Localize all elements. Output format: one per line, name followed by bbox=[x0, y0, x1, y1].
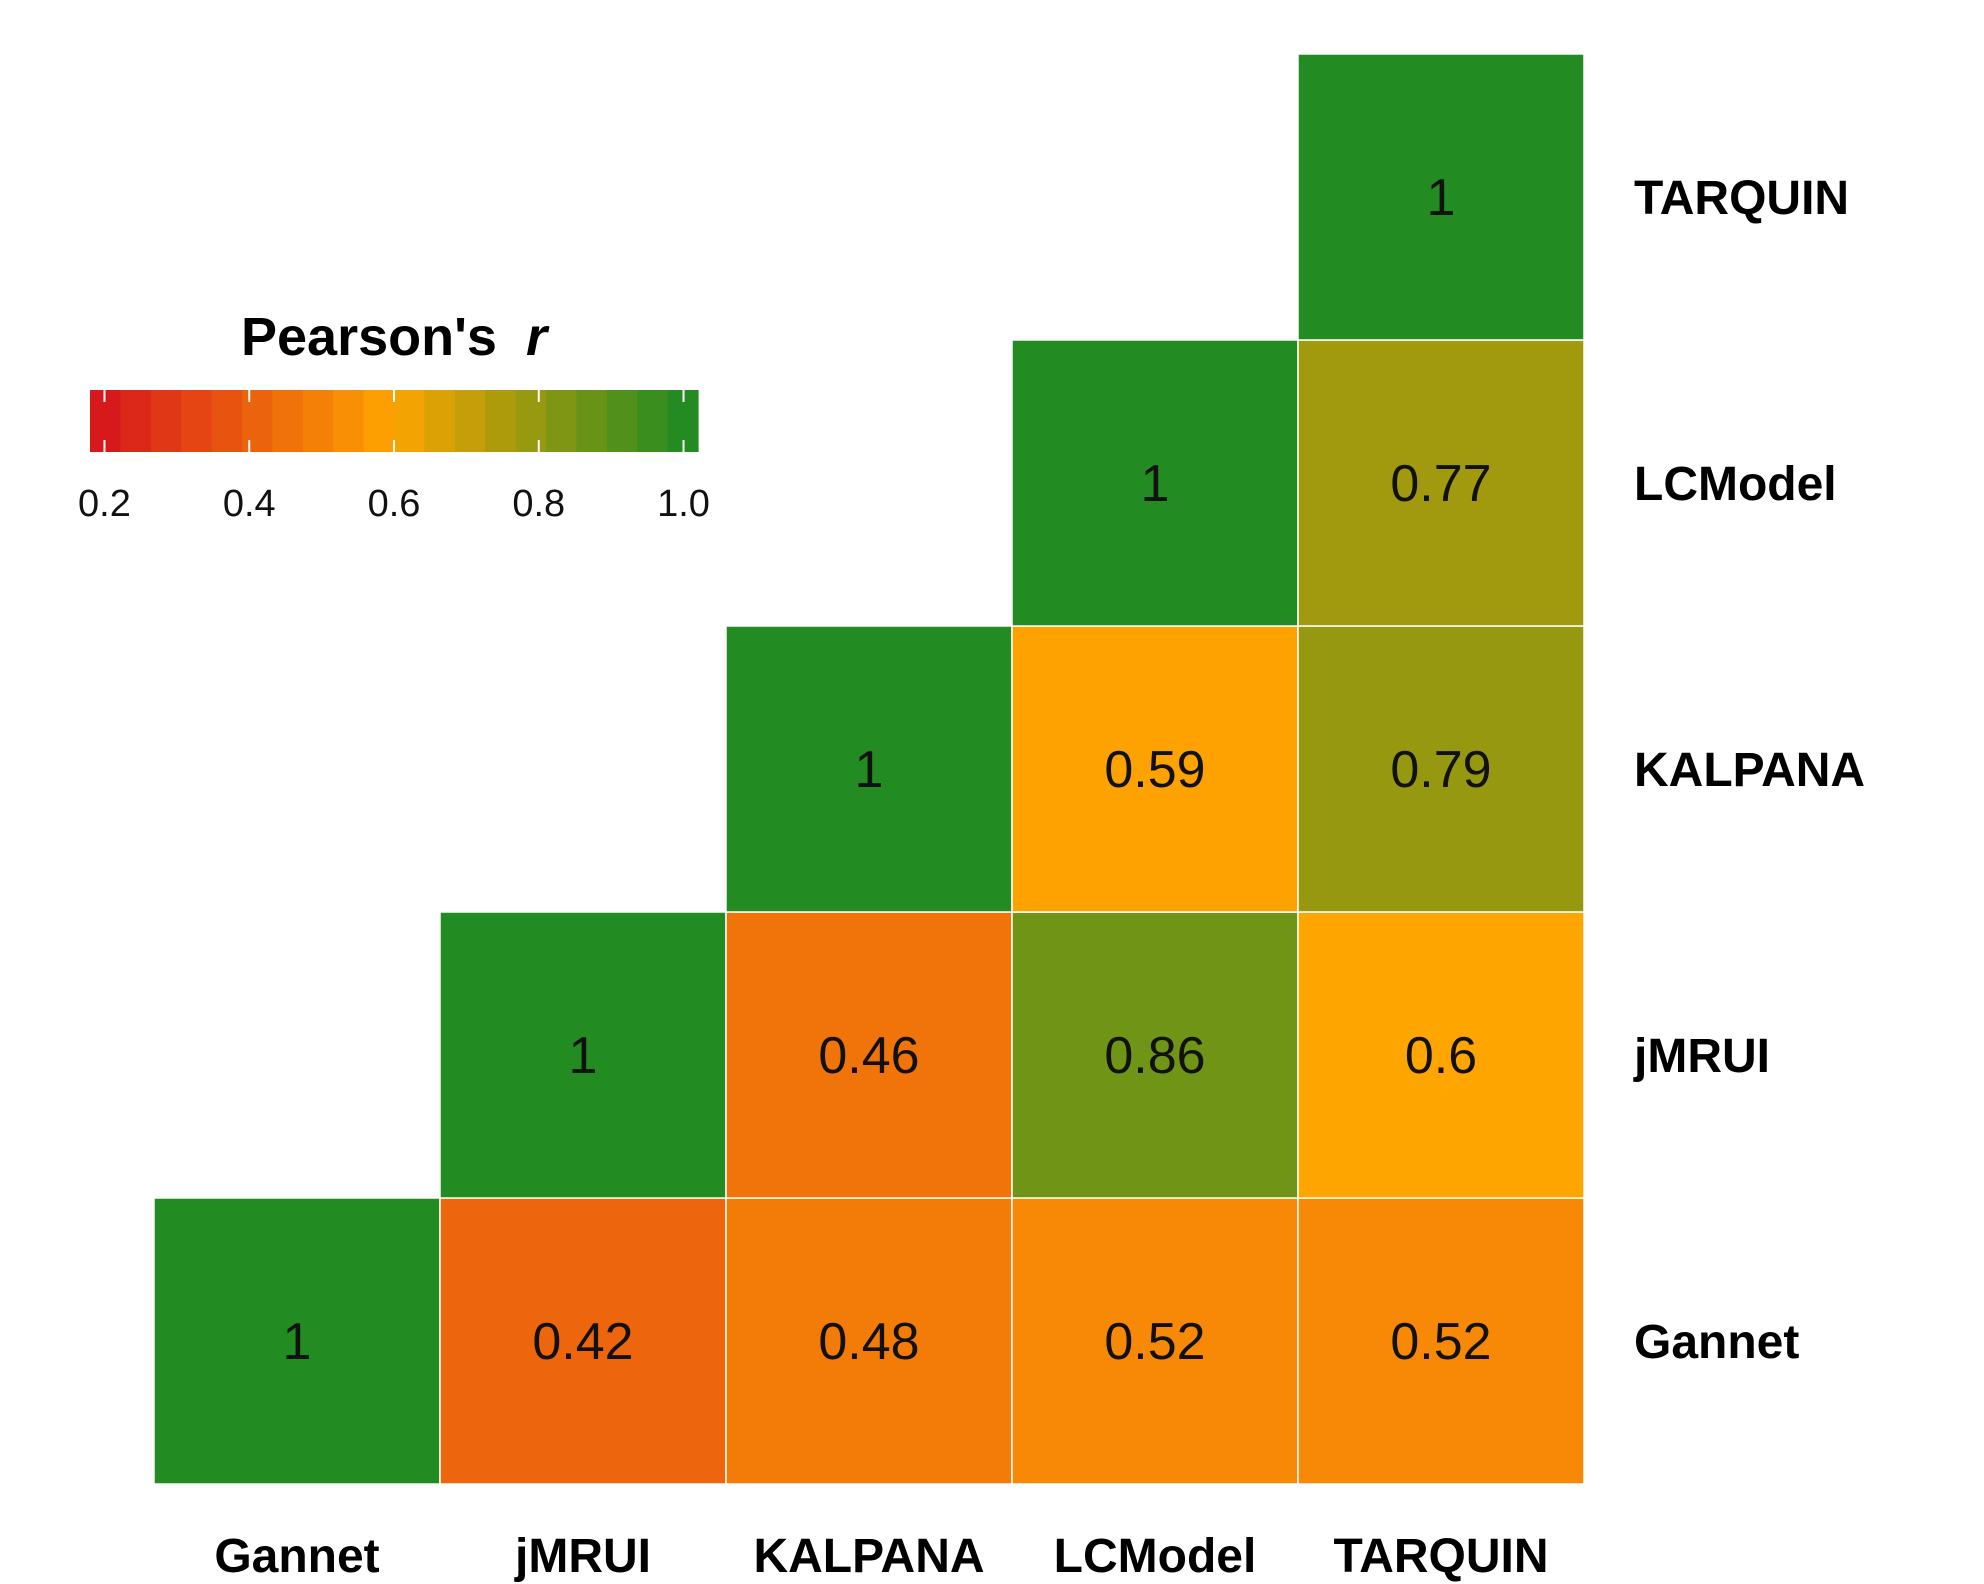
y-axis-label-lcmodel: LCModel bbox=[1634, 458, 1837, 511]
x-axis-label-gannet: Gannet bbox=[214, 1530, 379, 1583]
legend-title-text: Pearson's bbox=[241, 307, 497, 367]
legend-color-step bbox=[546, 390, 577, 452]
cell-value-label: 1 bbox=[569, 1027, 598, 1085]
legend-color-step bbox=[242, 390, 273, 452]
legend-title-italic: r bbox=[526, 307, 550, 367]
heatmap-cell-jmrui-gannet bbox=[439, 1197, 727, 1485]
heatmap-cell-kalpana-jmrui bbox=[725, 911, 1013, 1199]
legend-color-step bbox=[150, 390, 182, 452]
x-axis-label-jmrui: jMRUI bbox=[514, 1530, 651, 1583]
legend-color-step bbox=[515, 390, 547, 452]
legend-color-step bbox=[211, 390, 243, 452]
legend-tick-label: 0.8 bbox=[512, 483, 565, 525]
heatmap-cell-tarquin-jmrui bbox=[1297, 911, 1585, 1199]
heatmap-cell-lcmodel-jmrui bbox=[1011, 911, 1299, 1199]
x-axis-label-tarquin: TARQUIN bbox=[1333, 1530, 1548, 1583]
legend-tick-label: 1.0 bbox=[657, 483, 710, 525]
legend-color-step bbox=[576, 390, 608, 452]
legend-color-step bbox=[272, 390, 304, 452]
legend-color-step bbox=[394, 390, 425, 452]
y-axis-label-kalpana: KALPANA bbox=[1634, 744, 1865, 797]
legend-color-step bbox=[454, 390, 486, 452]
legend-color-step bbox=[120, 390, 152, 452]
cell-value-label: 0.42 bbox=[532, 1313, 633, 1371]
heatmap-cell-tarquin-gannet bbox=[1297, 1197, 1585, 1485]
heatmap-cell-tarquin-tarquin bbox=[1297, 53, 1585, 341]
color-legend: Pearson's r 0.2 0.4 0.6 0.8 1.0 bbox=[78, 307, 710, 525]
heatmap-cell-tarquin-kalpana bbox=[1297, 625, 1585, 913]
cell-value-label: 0.59 bbox=[1104, 741, 1205, 799]
cell-value-label: 0.86 bbox=[1104, 1027, 1205, 1085]
legend-color-step bbox=[90, 390, 121, 452]
legend-colorbar bbox=[90, 390, 699, 452]
legend-color-step bbox=[424, 390, 456, 452]
cell-value-label: 0.79 bbox=[1390, 741, 1491, 799]
legend-tick-label: 0.4 bbox=[223, 483, 276, 525]
y-axis-label-jmrui: jMRUI bbox=[1633, 1030, 1770, 1083]
cell-value-label: 0.46 bbox=[818, 1027, 919, 1085]
cell-value-label: 0.77 bbox=[1390, 455, 1491, 513]
legend-ticks: 0.2 0.4 0.6 0.8 1.0 bbox=[78, 390, 710, 525]
cell-value-label: 0.48 bbox=[818, 1313, 919, 1371]
legend-color-step bbox=[363, 390, 395, 452]
y-axis-labels: Gannet jMRUI KALPANA LCModel TARQUIN bbox=[1633, 172, 1865, 1369]
cell-value-label: 1 bbox=[283, 1313, 312, 1371]
legend-color-step bbox=[606, 390, 638, 452]
legend-title: Pearson's r bbox=[241, 307, 550, 367]
heatmap-cell-gannet-gannet bbox=[153, 1197, 441, 1485]
cell-value-label: 0.6 bbox=[1405, 1027, 1477, 1085]
heatmap-cells bbox=[153, 53, 1585, 1485]
heatmap-cell-labels: 1 0.42 0.48 0.52 0.52 1 0.46 0.86 0.6 1 0.59 0.79 1 0… bbox=[283, 169, 1492, 1371]
legend-color-step bbox=[637, 390, 669, 452]
legend-tick-label: 0.6 bbox=[368, 483, 421, 525]
cell-value-label: 0.52 bbox=[1390, 1313, 1491, 1371]
cell-value-label: 1 bbox=[1141, 455, 1170, 513]
heatmap-cell-jmrui-jmrui bbox=[439, 911, 727, 1199]
x-axis-label-kalpana: KALPANA bbox=[753, 1530, 984, 1583]
cell-value-label: 1 bbox=[1427, 169, 1456, 227]
y-axis-label-gannet: Gannet bbox=[1634, 1316, 1799, 1369]
legend-color-step bbox=[302, 390, 334, 452]
heatmap-cell-lcmodel-lcmodel bbox=[1011, 339, 1299, 627]
x-axis-labels: Gannet jMRUI KALPANA LCModel TARQUIN bbox=[214, 1530, 1548, 1583]
legend-color-step bbox=[181, 390, 213, 452]
heatmap-cell-lcmodel-gannet bbox=[1011, 1197, 1299, 1485]
y-axis-label-tarquin: TARQUIN bbox=[1634, 172, 1849, 225]
cell-value-label: 1 bbox=[855, 741, 884, 799]
legend-color-step bbox=[485, 390, 517, 452]
heatmap-cell-kalpana-kalpana bbox=[725, 625, 1013, 913]
cell-value-label: 0.52 bbox=[1104, 1313, 1205, 1371]
legend-color-step bbox=[333, 390, 365, 452]
legend-tick-label: 0.2 bbox=[78, 483, 131, 525]
x-axis-label-lcmodel: LCModel bbox=[1054, 1530, 1257, 1583]
